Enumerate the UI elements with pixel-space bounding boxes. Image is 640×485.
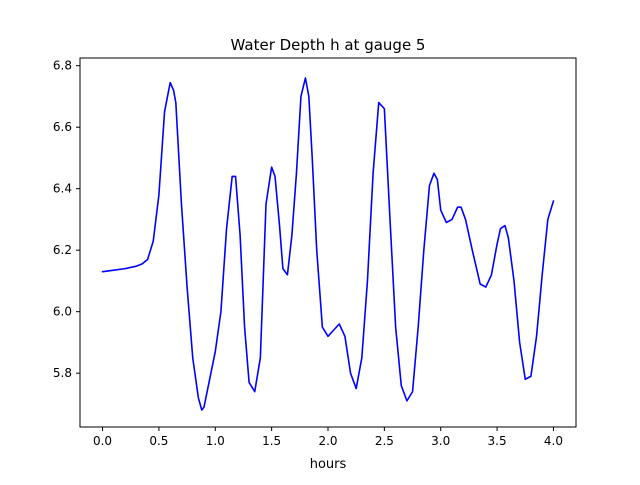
y-tick-label: 6.8 <box>53 59 72 73</box>
y-tick-label: 6.6 <box>53 120 72 134</box>
x-tick-label: 0.5 <box>149 434 168 448</box>
x-tick-label: 1.0 <box>206 434 225 448</box>
x-tick-label: 0.0 <box>93 434 112 448</box>
x-tick-label: 2.0 <box>318 434 337 448</box>
chart-title: Water Depth h at gauge 5 <box>231 36 426 54</box>
x-tick-label: 4.0 <box>544 434 563 448</box>
plot-area <box>101 77 555 411</box>
series-line-0 <box>101 77 555 411</box>
x-tick-label: 3.5 <box>488 434 507 448</box>
x-tick-label: 1.5 <box>262 434 281 448</box>
x-tick-label: 2.5 <box>375 434 394 448</box>
y-tick-label: 6.0 <box>53 305 72 319</box>
x-axis-label: hours <box>310 457 347 472</box>
y-tick-label: 6.2 <box>53 243 72 257</box>
y-tick-label: 5.8 <box>53 366 72 380</box>
y-tick-label: 6.4 <box>53 182 72 196</box>
x-tick-label: 3.0 <box>431 434 450 448</box>
axes: 0.0 0.5 1.0 1.5 2.0 2.5 3.0 3.5 4.0 5.8 6.0 6.2 6.4 6… <box>53 57 577 448</box>
